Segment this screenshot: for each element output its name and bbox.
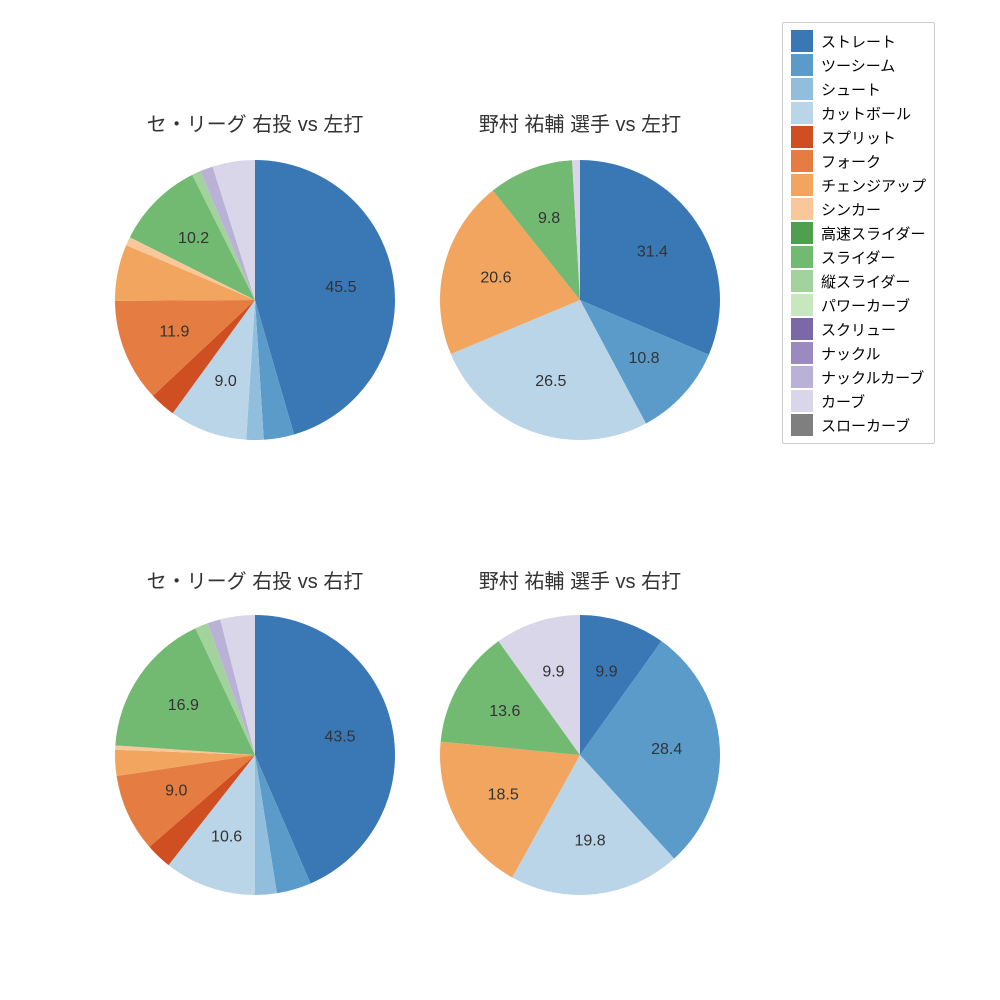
legend-swatch bbox=[791, 54, 813, 76]
chart-title: セ・リーグ 右投 vs 左打 bbox=[95, 108, 415, 137]
slice-value-label: 9.9 bbox=[542, 664, 564, 681]
slice-value-label: 20.6 bbox=[480, 270, 511, 287]
legend-item: シュート bbox=[791, 77, 926, 101]
pie-chart: 45.5 9.0 11.9 10.2 bbox=[110, 155, 400, 445]
legend-item: パワーカーブ bbox=[791, 293, 926, 317]
chart-title: 野村 祐輔 選手 vs 左打 bbox=[420, 108, 740, 137]
legend-label: フォーク bbox=[821, 151, 881, 172]
legend-item: スクリュー bbox=[791, 317, 926, 341]
legend-item: フォーク bbox=[791, 149, 926, 173]
chart-title: 野村 祐輔 選手 vs 右打 bbox=[420, 565, 740, 594]
legend-swatch bbox=[791, 126, 813, 148]
legend-label: スライダー bbox=[821, 247, 895, 268]
slice-value-label: 9.8 bbox=[538, 210, 560, 227]
legend-label: スプリット bbox=[821, 127, 896, 148]
chart-title: セ・リーグ 右投 vs 右打 bbox=[95, 565, 415, 594]
legend-swatch bbox=[791, 390, 813, 412]
legend-item: カットボール bbox=[791, 101, 926, 125]
legend-label: シンカー bbox=[821, 199, 881, 220]
legend-label: スローカーブ bbox=[821, 415, 910, 436]
slice-value-label: 18.5 bbox=[488, 787, 519, 804]
legend-item: ツーシーム bbox=[791, 53, 926, 77]
legend-label: ナックル bbox=[821, 343, 881, 364]
slice-value-label: 10.2 bbox=[178, 230, 209, 247]
slice-value-label: 10.6 bbox=[211, 828, 242, 845]
legend-label: 縦スライダー bbox=[821, 271, 910, 292]
legend-label: パワーカーブ bbox=[821, 295, 910, 316]
slice-value-label: 43.5 bbox=[324, 729, 355, 746]
pie-chart: 43.5 10.6 9.0 16.9 bbox=[110, 610, 400, 900]
legend-item: シンカー bbox=[791, 197, 926, 221]
legend-swatch bbox=[791, 366, 813, 388]
slice-value-label: 28.4 bbox=[651, 741, 682, 758]
slice-value-label: 13.6 bbox=[489, 703, 520, 720]
legend-label: ナックルカーブ bbox=[821, 367, 924, 388]
legend-swatch bbox=[791, 270, 813, 292]
pie-chart: 31.4 10.8 26.5 20.6 9.8 bbox=[435, 155, 725, 445]
pie-chart: 9.9 28.4 19.8 18.5 13.6 9.9 bbox=[435, 610, 725, 900]
legend-swatch bbox=[791, 78, 813, 100]
slice-value-label: 16.9 bbox=[168, 697, 199, 714]
legend-item: スプリット bbox=[791, 125, 926, 149]
legend: ストレートツーシームシュートカットボールスプリットフォークチェンジアップシンカー… bbox=[782, 22, 935, 444]
slice-value-label: 9.0 bbox=[214, 373, 236, 390]
legend-swatch bbox=[791, 150, 813, 172]
legend-swatch bbox=[791, 222, 813, 244]
slice-value-label: 19.8 bbox=[574, 832, 605, 849]
legend-swatch bbox=[791, 30, 813, 52]
slice-value-label: 31.4 bbox=[637, 243, 668, 260]
chart-grid: セ・リーグ 右投 vs 左打 45.5 9.0 11.9 10.2 野村 祐輔 選手 vs… bbox=[0, 0, 1000, 1000]
legend-label: スクリュー bbox=[821, 319, 896, 340]
legend-label: シュート bbox=[821, 79, 881, 100]
legend-swatch bbox=[791, 174, 813, 196]
legend-swatch bbox=[791, 102, 813, 124]
legend-label: カットボール bbox=[821, 103, 911, 124]
legend-swatch bbox=[791, 246, 813, 268]
legend-swatch bbox=[791, 198, 813, 220]
legend-label: 高速スライダー bbox=[821, 223, 925, 244]
legend-item: チェンジアップ bbox=[791, 173, 926, 197]
legend-label: ツーシーム bbox=[821, 55, 895, 76]
legend-label: ストレート bbox=[821, 31, 896, 52]
slice-value-label: 9.9 bbox=[595, 664, 617, 681]
legend-label: チェンジアップ bbox=[821, 175, 926, 196]
legend-item: 縦スライダー bbox=[791, 269, 926, 293]
slice-value-label: 9.0 bbox=[165, 783, 187, 800]
legend-item: スローカーブ bbox=[791, 413, 926, 437]
legend-swatch bbox=[791, 294, 813, 316]
legend-label: カーブ bbox=[821, 391, 865, 412]
slice-value-label: 10.8 bbox=[628, 350, 659, 367]
legend-swatch bbox=[791, 414, 813, 436]
legend-swatch bbox=[791, 342, 813, 364]
legend-item: ナックルカーブ bbox=[791, 365, 926, 389]
legend-item: ストレート bbox=[791, 29, 926, 53]
legend-item: 高速スライダー bbox=[791, 221, 926, 245]
slice-value-label: 26.5 bbox=[535, 373, 566, 390]
slice-value-label: 45.5 bbox=[325, 279, 356, 296]
legend-item: ナックル bbox=[791, 341, 926, 365]
legend-swatch bbox=[791, 318, 813, 340]
legend-item: スライダー bbox=[791, 245, 926, 269]
legend-item: カーブ bbox=[791, 389, 926, 413]
slice-value-label: 11.9 bbox=[159, 323, 189, 340]
